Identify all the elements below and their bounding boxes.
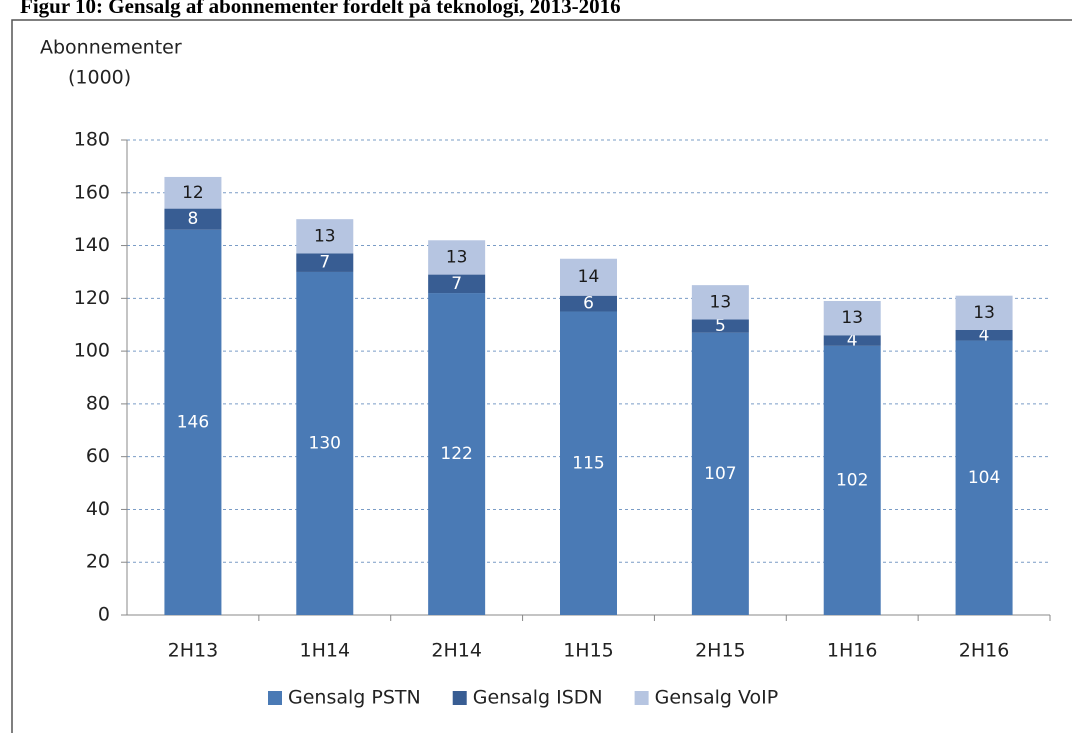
bar-segment bbox=[296, 271, 354, 615]
data-label: 7 bbox=[451, 274, 462, 294]
y-tick-label: 100 bbox=[74, 340, 110, 362]
bar-segment bbox=[560, 295, 617, 312]
y-axis-title: Abonnementer bbox=[40, 37, 182, 59]
data-label: 12 bbox=[182, 183, 204, 203]
bar-segment bbox=[296, 219, 354, 254]
data-label: 122 bbox=[440, 444, 472, 464]
bar-segment bbox=[955, 340, 1013, 615]
data-label: 6 bbox=[583, 294, 594, 314]
y-tick-label: 120 bbox=[74, 287, 110, 309]
bar-segment bbox=[560, 258, 617, 296]
data-label: 13 bbox=[710, 292, 732, 312]
data-label: 115 bbox=[572, 453, 604, 473]
x-tick-label: 2H16 bbox=[959, 640, 1010, 662]
bar-segment bbox=[955, 330, 1013, 341]
data-label: 130 bbox=[309, 433, 341, 453]
bar-segment bbox=[164, 176, 222, 209]
y-tick-label: 0 bbox=[98, 604, 110, 626]
bar-segment bbox=[560, 311, 617, 615]
x-tick-label: 1H14 bbox=[300, 640, 351, 662]
chart-title: Figur 10: Gensalg af abonnementer fordel… bbox=[20, 0, 621, 18]
y-tick-label: 180 bbox=[74, 129, 110, 151]
x-tick-label: 2H14 bbox=[431, 640, 482, 662]
x-tick-label: 1H15 bbox=[563, 640, 614, 662]
y-tick-label: 20 bbox=[86, 551, 110, 573]
bar-segment bbox=[823, 335, 881, 346]
bar-segment bbox=[691, 319, 749, 333]
data-label: 8 bbox=[188, 209, 199, 229]
data-label: 14 bbox=[578, 267, 600, 287]
bar-segment bbox=[691, 332, 749, 615]
y-axis-unit: (1000) bbox=[68, 67, 131, 89]
bar-segment bbox=[955, 295, 1013, 330]
data-label: 146 bbox=[177, 412, 209, 432]
chart-frame bbox=[11, 19, 1072, 733]
data-label: 4 bbox=[847, 331, 858, 351]
data-label: 13 bbox=[446, 247, 468, 267]
data-label: 102 bbox=[836, 470, 868, 490]
y-tick-label: 80 bbox=[86, 392, 110, 414]
data-label: 5 bbox=[715, 316, 726, 336]
bar-segment bbox=[823, 345, 881, 615]
y-tick-label: 140 bbox=[74, 234, 110, 256]
data-label: 104 bbox=[968, 468, 1000, 488]
legend-label: Gensalg VoIP bbox=[655, 687, 779, 709]
legend-swatch bbox=[452, 691, 467, 705]
data-label: 7 bbox=[319, 253, 330, 273]
data-label: 13 bbox=[314, 226, 336, 246]
bar-segment bbox=[428, 274, 486, 294]
bar-segment bbox=[428, 293, 486, 615]
legend-swatch bbox=[634, 691, 649, 705]
data-label: 4 bbox=[979, 325, 990, 345]
legend-swatch bbox=[268, 691, 282, 705]
bar-segment bbox=[428, 240, 486, 275]
legend-label: Gensalg ISDN bbox=[473, 687, 603, 709]
y-tick-label: 160 bbox=[74, 181, 110, 203]
y-tick-label: 60 bbox=[86, 445, 110, 467]
x-tick-label: 2H13 bbox=[168, 640, 219, 662]
bar-segment bbox=[164, 229, 222, 615]
data-label: 13 bbox=[841, 308, 863, 328]
x-tick-label: 1H16 bbox=[827, 640, 878, 662]
bar-segment bbox=[296, 253, 354, 272]
bar-segment bbox=[691, 285, 749, 320]
y-tick-label: 40 bbox=[86, 498, 110, 520]
bar-segment bbox=[823, 300, 881, 336]
bar-segment bbox=[164, 208, 222, 230]
x-tick-label: 2H15 bbox=[695, 640, 746, 662]
legend-label: Gensalg PSTN bbox=[288, 687, 421, 709]
data-label: 13 bbox=[973, 303, 995, 323]
data-label: 107 bbox=[704, 464, 736, 484]
